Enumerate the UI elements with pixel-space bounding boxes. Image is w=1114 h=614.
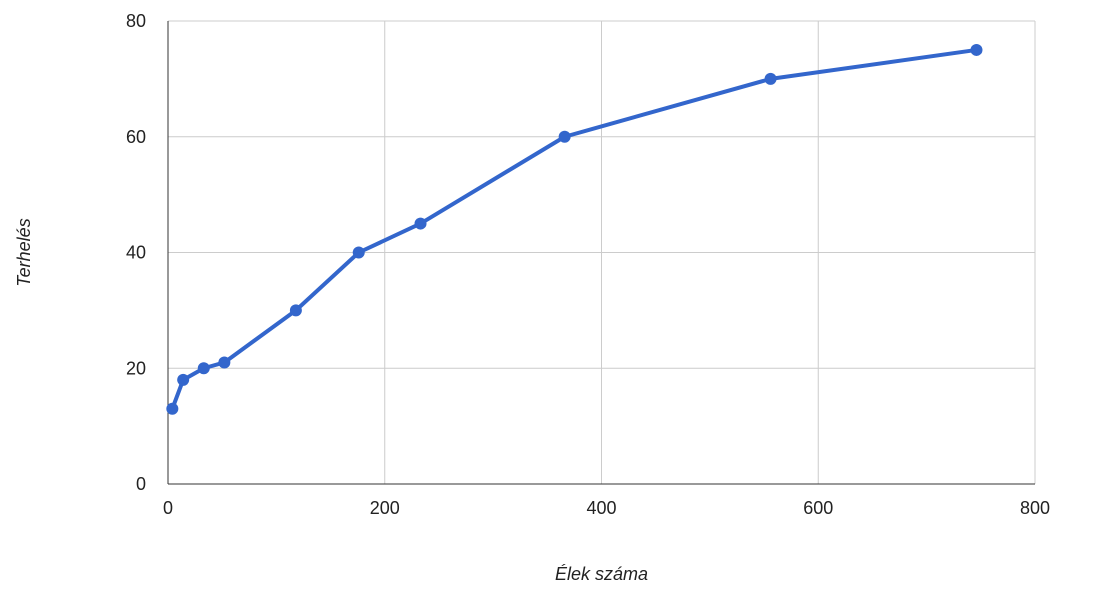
x-tick-label: 600 bbox=[803, 498, 833, 518]
data-point bbox=[764, 72, 777, 85]
data-point bbox=[352, 246, 365, 259]
y-tick-label: 80 bbox=[126, 11, 146, 31]
x-tick-label: 0 bbox=[163, 498, 173, 518]
data-point bbox=[197, 362, 210, 375]
y-tick-label: 0 bbox=[136, 474, 146, 494]
y-tick-label: 40 bbox=[126, 243, 146, 263]
y-tick-label: 60 bbox=[126, 127, 146, 147]
y-axis-title: Terhelés bbox=[14, 218, 34, 286]
y-tick-label: 20 bbox=[126, 358, 146, 378]
data-point bbox=[166, 402, 179, 415]
x-tick-label: 200 bbox=[370, 498, 400, 518]
x-axis-title: Élek száma bbox=[555, 564, 648, 584]
data-point bbox=[289, 304, 302, 317]
data-point bbox=[218, 356, 231, 369]
x-tick-label: 400 bbox=[586, 498, 616, 518]
data-point bbox=[414, 217, 427, 230]
data-point bbox=[558, 130, 571, 143]
data-point bbox=[970, 43, 983, 56]
data-point bbox=[177, 373, 190, 386]
gridlines bbox=[168, 20, 1036, 484]
series bbox=[166, 43, 983, 415]
series-line bbox=[170, 47, 979, 411]
x-tick-label: 800 bbox=[1020, 498, 1050, 518]
